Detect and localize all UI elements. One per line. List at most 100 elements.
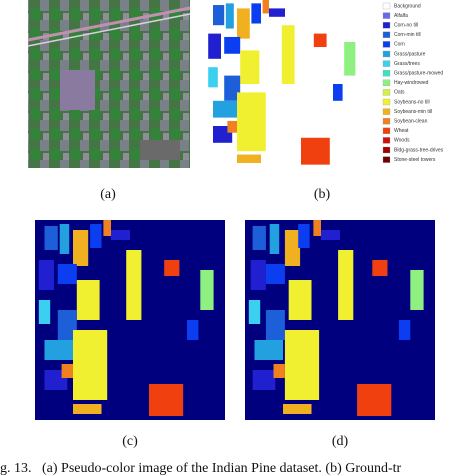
field (265, 264, 285, 284)
field (240, 50, 260, 84)
field (103, 220, 111, 236)
legend-swatch (382, 98, 391, 106)
legend-swatch (382, 89, 391, 96)
field (149, 384, 184, 416)
field (90, 224, 102, 248)
legend-swatch (382, 156, 391, 163)
field (333, 84, 343, 101)
legend-swatch (382, 79, 391, 86)
field (251, 3, 261, 24)
legend-swatch (382, 2, 391, 10)
field (262, 0, 269, 14)
field (208, 67, 218, 88)
field (126, 250, 142, 320)
legend: Background Alfalfa Corn-no till Corn-min ti… (382, 2, 444, 163)
field (313, 33, 327, 48)
legend-swatch (382, 60, 391, 67)
field (57, 264, 77, 284)
map-fields (208, 0, 356, 165)
field (265, 310, 285, 340)
map-fields (38, 220, 214, 416)
field (111, 230, 130, 240)
legend-label: Woods (394, 138, 410, 144)
field (76, 280, 100, 320)
field (73, 230, 89, 266)
figure-caption: g. 13. (a) Pseudo-color image of the Ind… (0, 461, 402, 476)
legend-swatch (382, 137, 391, 144)
legend-label: Oats (394, 90, 405, 96)
field (284, 230, 301, 266)
pseudo-color-image (27, 0, 191, 168)
legend-swatch (382, 12, 391, 19)
legend-swatch (382, 41, 391, 48)
field (44, 226, 58, 250)
field (187, 320, 199, 340)
field (344, 42, 356, 76)
field (224, 36, 241, 54)
field (73, 330, 108, 400)
field (164, 260, 180, 276)
legend-swatch (382, 70, 391, 77)
field (208, 33, 221, 59)
legend-label: Soybean-clean (394, 119, 428, 125)
legend-label: Grass/pasture (394, 51, 426, 57)
field (301, 137, 330, 165)
field (269, 8, 285, 17)
panel-label: (d) (332, 434, 349, 449)
field (213, 5, 225, 26)
legend-swatch (382, 108, 391, 115)
field (254, 340, 283, 360)
field (281, 25, 295, 84)
field (248, 300, 261, 324)
legend-label: Corn-min till (394, 32, 421, 38)
field (73, 404, 102, 414)
legend-swatch (382, 22, 391, 29)
field (283, 404, 312, 414)
legend-label: Soybeans-min till (394, 109, 432, 115)
field (313, 220, 321, 236)
field (38, 260, 54, 290)
legend-swatch (382, 31, 391, 38)
field (224, 75, 241, 101)
field (227, 120, 237, 133)
panel-label: (b) (314, 187, 331, 202)
field (237, 8, 250, 39)
field (59, 224, 70, 254)
field (44, 340, 73, 360)
legend-label: Corn-no till (394, 23, 418, 29)
field (273, 364, 285, 378)
legend-label: Alfalfa (394, 13, 408, 19)
panel-label: (a) (100, 187, 116, 202)
field (298, 224, 310, 248)
field (61, 364, 73, 378)
legend-label: Bldg-grass-tree-drives (394, 147, 444, 153)
legend-swatch (382, 127, 391, 134)
field (269, 224, 280, 254)
field (38, 300, 51, 324)
field (410, 270, 424, 310)
field (250, 260, 266, 290)
field (237, 92, 266, 152)
legend-swatch (382, 50, 391, 58)
legend-label: Corn (394, 42, 405, 48)
legend-swatch (382, 146, 391, 154)
field (321, 230, 340, 240)
field (372, 260, 388, 276)
field (57, 310, 77, 340)
field (213, 100, 237, 118)
field (288, 280, 312, 320)
field (252, 370, 276, 390)
map-fields (248, 220, 424, 416)
field (338, 250, 354, 320)
field (284, 330, 320, 400)
legend-label: Background (394, 3, 421, 9)
field (200, 270, 214, 310)
legend-label: Grass/trees (394, 61, 420, 67)
legend-swatch (382, 118, 391, 125)
field (237, 154, 261, 163)
panel-label: (c) (122, 434, 138, 449)
legend-label: Hay-windrowed (394, 80, 429, 86)
field (252, 226, 266, 250)
field (398, 320, 411, 340)
